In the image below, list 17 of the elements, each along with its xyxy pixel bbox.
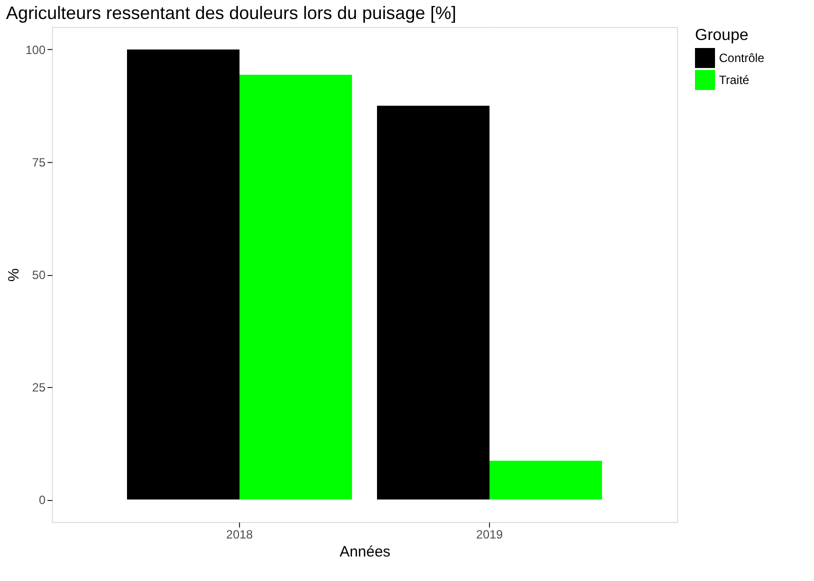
y-tick-label: 100	[25, 43, 46, 57]
x-tick-label: 2019	[476, 528, 504, 542]
y-tick-label: 0	[38, 493, 46, 507]
y-axis-title: %	[5, 268, 22, 282]
y-tick-label: 25	[32, 380, 46, 394]
legend-title: Groupe	[695, 27, 748, 44]
bar	[127, 50, 240, 500]
y-tick-label: 75	[32, 156, 46, 170]
chart-title: Agriculteurs ressentant des douleurs lors du puisage [%]	[6, 3, 456, 23]
y-tick-label: 50	[32, 268, 46, 282]
x-axis-title: Années	[340, 544, 390, 560]
bar	[240, 74, 352, 500]
legend-label: Contrôle	[719, 51, 765, 65]
bar	[377, 106, 490, 500]
legend-label: Traité	[719, 73, 750, 87]
bar	[490, 460, 602, 500]
x-tick-label: 2018	[226, 528, 254, 542]
